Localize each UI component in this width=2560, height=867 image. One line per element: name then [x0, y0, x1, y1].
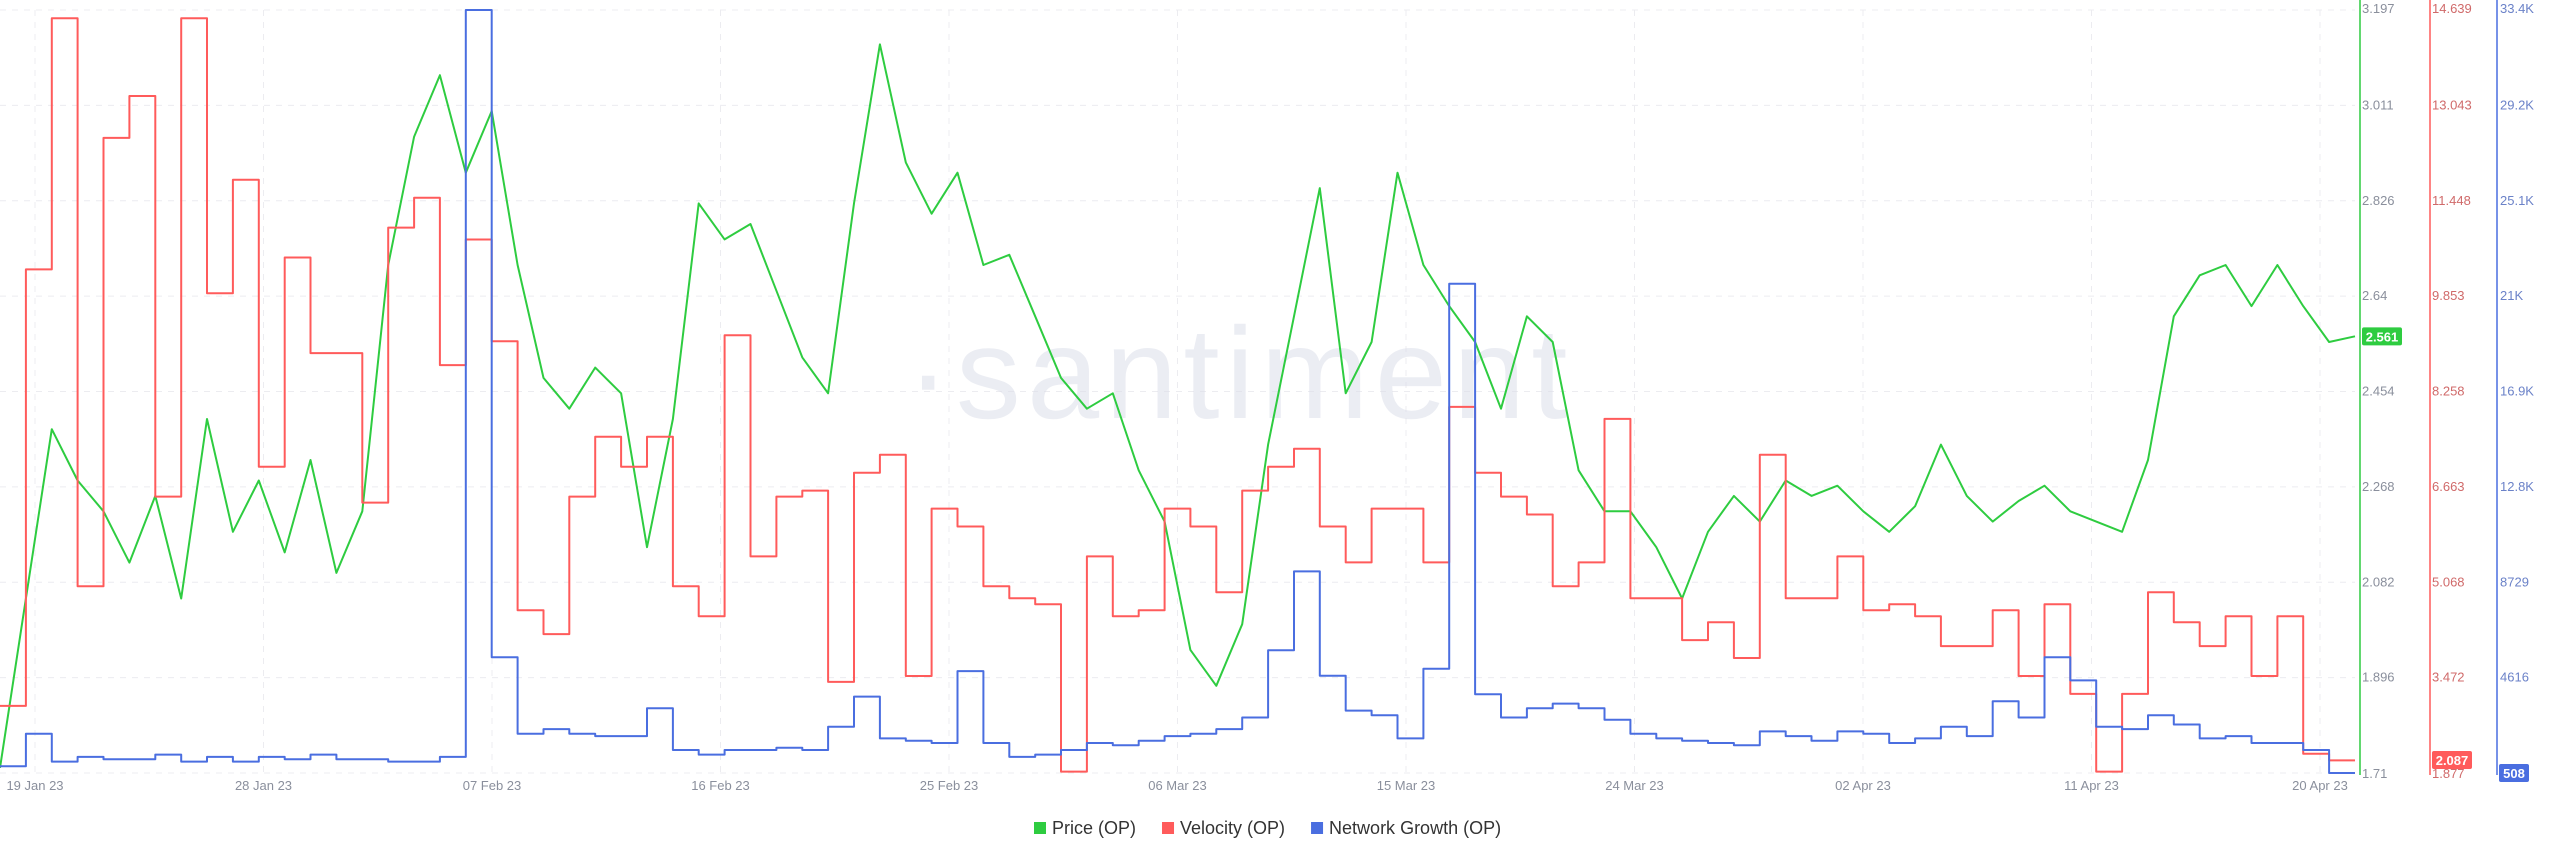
y-tick-label-price: 2.454: [2362, 384, 2395, 399]
current-value-badge-price: 2.561: [2362, 327, 2402, 346]
current-value-badge-network: 508: [2499, 764, 2529, 782]
y-tick-label-network: 4616: [2500, 670, 2529, 685]
legend-label-velocity: Velocity (OP): [1180, 818, 1285, 838]
y-tick-label-price: 1.71: [2362, 766, 2387, 781]
y-tick-label-network: 16.9K: [2500, 384, 2534, 399]
x-tick-label: 24 Mar 23: [1605, 778, 1664, 793]
y-tick-label-velocity: 11.448: [2432, 193, 2471, 208]
x-tick-label: 25 Feb 23: [920, 778, 979, 793]
y-tick-label-velocity: 14.639: [2432, 1, 2472, 16]
y-tick-label-price: 2.826: [2362, 193, 2395, 208]
series-line-network: [0, 9, 2355, 774]
y-tick-label-velocity: 1.877: [2432, 766, 2465, 781]
legend-item-price[interactable]: Price (OP): [1034, 818, 1136, 838]
y-tick-label-price: 2.268: [2362, 479, 2395, 494]
y-tick-label-network: 12.8K: [2500, 479, 2534, 494]
x-tick-label: 19 Jan 23: [6, 778, 63, 793]
series-line-price: [0, 43, 2356, 769]
watermark-logo: ·santiment: [907, 300, 1574, 446]
badge-value: 2.561: [2366, 329, 2399, 344]
y-tick-label-price: 2.082: [2362, 574, 2395, 589]
y-tick-label-price: 2.64: [2362, 288, 2387, 303]
y-tick-label-velocity: 5.068: [2432, 574, 2465, 589]
y-tick-label-network: 8729: [2500, 574, 2529, 589]
series-layer: [0, 9, 2356, 774]
legend-swatch-price: [1034, 822, 1046, 834]
badge-background: [2432, 751, 2472, 769]
y-tick-label-network: 33.4K: [2500, 1, 2534, 16]
x-tick-label: 15 Mar 23: [1377, 778, 1436, 793]
legend-item-velocity[interactable]: Velocity (OP): [1162, 818, 1285, 838]
y-tick-label-velocity: 9.853: [2432, 288, 2465, 303]
badge-background: [2499, 764, 2529, 782]
badge-background: [2362, 327, 2402, 346]
x-tick-label: 16 Feb 23: [691, 778, 750, 793]
x-tick-label: 02 Apr 23: [1835, 778, 1891, 793]
y-tick-label-velocity: 8.258: [2432, 384, 2465, 399]
y-tick-label-network: 21K: [2500, 288, 2523, 303]
x-tick-label: 06 Mar 23: [1148, 778, 1207, 793]
legend-label-price: Price (OP): [1052, 818, 1136, 838]
x-tick-label: 07 Feb 23: [463, 778, 522, 793]
badge-value: 508: [2503, 766, 2525, 781]
y-tick-label-price: 3.011: [2362, 97, 2394, 112]
legend-swatch-velocity: [1162, 822, 1175, 834]
x-tick-label: 28 Jan 23: [235, 778, 292, 793]
y-tick-label-price: 1.896: [2362, 670, 2395, 685]
current-value-badges: 2.561 2.087 508: [2362, 327, 2529, 782]
badge-value: 2.087: [2436, 753, 2469, 768]
y-tick-label-network: 25.1K: [2500, 193, 2534, 208]
legend: Price (OP) Velocity (OP) Network Growth (O…: [1034, 818, 1501, 838]
axes-layer: 3.197 3.011 2.826 2.64 2.454 2.268 2.082 1.896 1…: [6, 0, 2534, 793]
y-tick-label-velocity: 6.663: [2432, 479, 2465, 494]
legend-item-network[interactable]: Network Growth (OP): [1311, 818, 1501, 838]
y-tick-label-velocity: 3.472: [2432, 670, 2465, 685]
y-tick-label-velocity: 13.043: [2432, 97, 2472, 112]
current-value-badge-velocity: 2.087: [2432, 751, 2472, 769]
legend-label-network: Network Growth (OP): [1329, 818, 1501, 838]
series-line-velocity: [0, 17, 2355, 773]
x-tick-label: 20 Apr 23: [2292, 778, 2348, 793]
y-tick-label-network: 29.2K: [2500, 97, 2534, 112]
y-tick-label-price: 3.197: [2362, 1, 2395, 16]
legend-swatch-network: [1311, 822, 1324, 834]
x-tick-label: 11 Apr 23: [2064, 778, 2119, 793]
